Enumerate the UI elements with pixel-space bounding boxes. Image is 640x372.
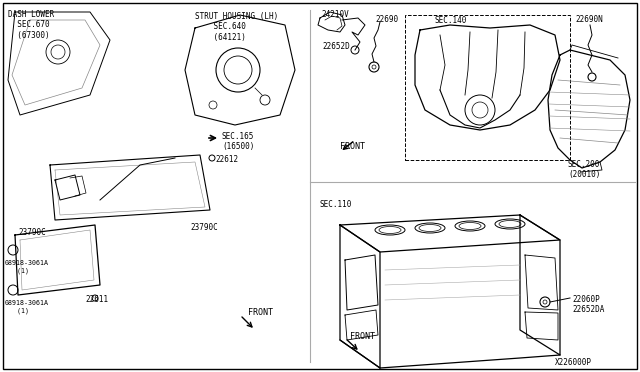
Text: SEC.200
(20010): SEC.200 (20010) [568,160,600,179]
Text: SEC.140: SEC.140 [435,16,467,25]
Text: SEC.165
(16500): SEC.165 (16500) [222,132,254,151]
Text: 08918-3061A
   (1): 08918-3061A (1) [5,260,49,273]
Text: SEC.110: SEC.110 [320,200,353,209]
Text: 24210V: 24210V [321,10,349,19]
Text: 22652DA: 22652DA [572,305,604,314]
Text: FRONT: FRONT [248,308,273,317]
Text: 23790C: 23790C [18,228,45,237]
Text: X226000P: X226000P [555,358,592,367]
Text: 22612: 22612 [215,155,238,164]
Text: FRONT: FRONT [350,332,375,341]
Bar [405,15,570,160]
Text: FRONT: FRONT [340,142,365,151]
Text: 08918-3061A
   (1): 08918-3061A (1) [5,300,49,314]
Text: 22060P: 22060P [572,295,600,304]
Text: 22690: 22690 [375,15,398,24]
Text: 22611: 22611 [85,295,108,304]
Text: 22652D: 22652D [322,42,349,51]
Text: STRUT HOUSING (LH)
    SEC.640
    (64121): STRUT HOUSING (LH) SEC.640 (64121) [195,12,278,42]
Text: 23790C: 23790C [190,223,218,232]
Text: 22690N: 22690N [575,15,603,24]
Text: DASH LOWER
  SEC.670
  (67300): DASH LOWER SEC.670 (67300) [8,10,54,40]
